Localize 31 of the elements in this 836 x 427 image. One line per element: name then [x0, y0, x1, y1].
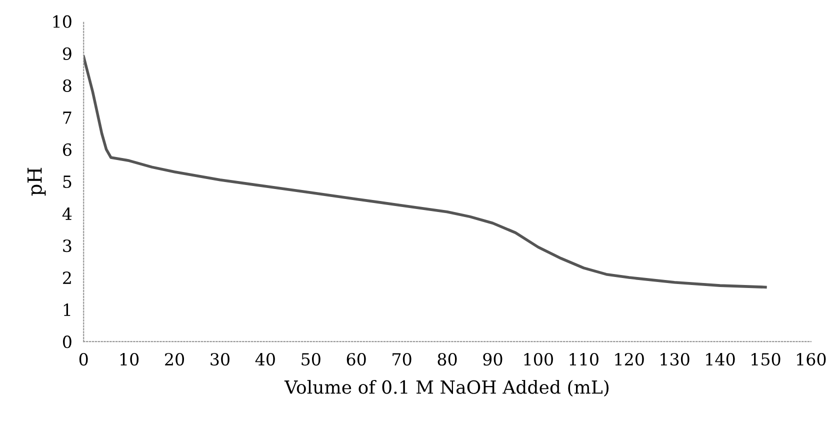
- x-tick-label: 40: [255, 353, 275, 366]
- line-series: [84, 55, 767, 289]
- x-tick-label: 30: [210, 353, 230, 366]
- x-tick-label: 60: [346, 353, 366, 366]
- x-tick-label: 160: [797, 353, 826, 366]
- x-axis-title: Volume of 0.1 M NaOH Added (mL): [284, 380, 609, 396]
- y-tick-label: 8: [63, 79, 72, 92]
- y-tick-label: 6: [63, 143, 72, 156]
- x-tick-label: 90: [483, 353, 502, 366]
- x-tick-label: 140: [706, 353, 735, 366]
- x-tick-label: 120: [615, 353, 644, 366]
- y-tick-label: 10: [53, 15, 72, 28]
- x-tick-label: 150: [752, 353, 780, 366]
- x-tick-label: 10: [120, 353, 139, 366]
- x-tick-label: 110: [570, 353, 598, 366]
- y-tick-label: 5: [63, 176, 72, 188]
- y-tick-label: 2: [63, 272, 71, 284]
- x-tick-label: 130: [660, 353, 690, 366]
- x-tick-label: 100: [524, 353, 553, 366]
- x-tick-label: 50: [302, 353, 320, 366]
- y-tick-label: 7: [63, 112, 72, 124]
- y-tick-label: 3: [63, 239, 72, 252]
- x-tick-label: 70: [392, 353, 412, 366]
- y-tick-label: 4: [62, 207, 72, 220]
- y-axis-title: pH: [28, 168, 46, 196]
- x-tick-label: 80: [438, 353, 457, 366]
- x-tick-label: 0: [79, 353, 88, 366]
- y-tick-label: 1: [64, 304, 70, 316]
- y-tick-label: 9: [62, 47, 72, 60]
- x-tick-label: 20: [165, 353, 184, 366]
- y-tick-label: 0: [62, 336, 72, 348]
